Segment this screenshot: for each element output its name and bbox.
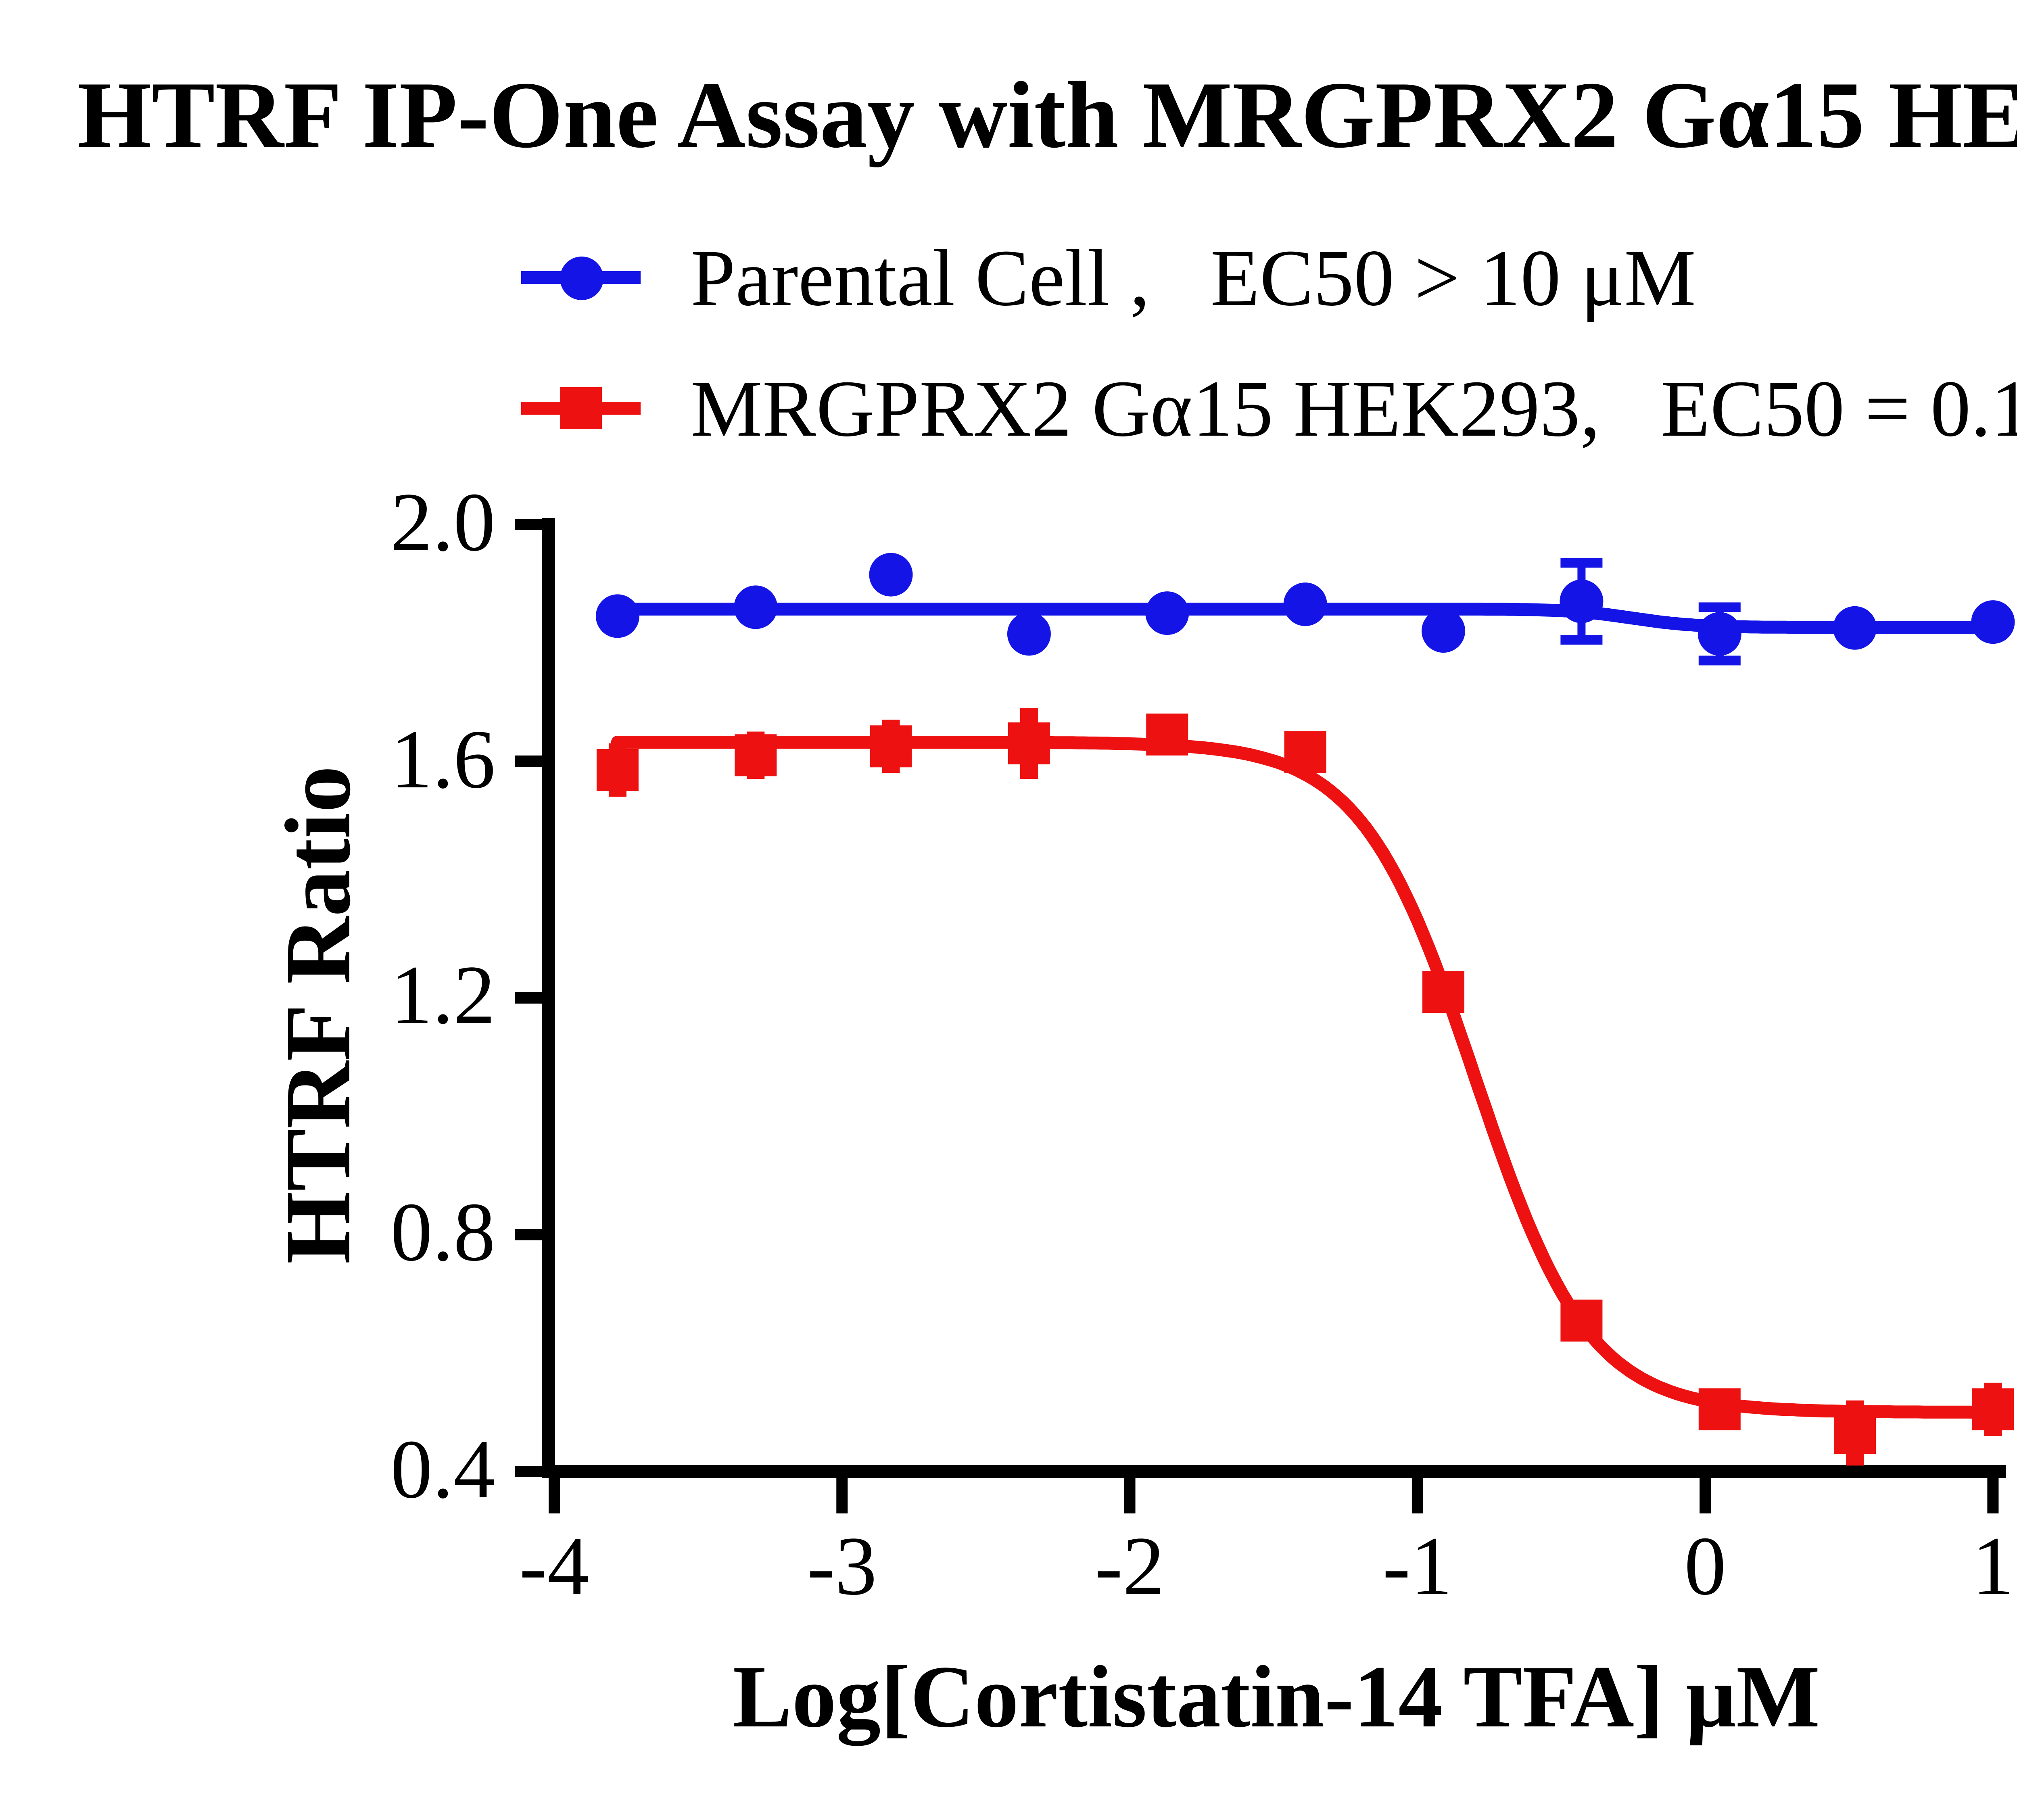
- x-tick-label: -1: [1382, 1522, 1453, 1613]
- x-tick-mark: [1411, 1478, 1423, 1513]
- x-tick-label: 1: [1972, 1522, 2014, 1613]
- x-tick-mark: [549, 1478, 560, 1513]
- y-tick-mark: [515, 1466, 549, 1477]
- y-tick-label: 0.4: [390, 1425, 495, 1517]
- error-bar-cap: [1560, 558, 1603, 568]
- data-point-square: [1972, 1388, 2014, 1430]
- error-bar-cap: [1560, 635, 1603, 645]
- data-point-square: [1422, 971, 1465, 1013]
- data-point-square: [1834, 1412, 1876, 1454]
- x-tick-label: -2: [1094, 1522, 1165, 1613]
- x-axis-title: Log[Cortistatin-14 TFA] μM: [733, 1647, 1820, 1746]
- x-tick-mark: [836, 1478, 848, 1513]
- data-point-square: [1284, 731, 1326, 773]
- data-point-circle: [1971, 600, 2015, 644]
- data-point-circle: [1560, 579, 1604, 623]
- x-tick-mark: [1700, 1478, 1711, 1513]
- y-tick-label: 1.2: [390, 951, 495, 1043]
- x-tick-label: -4: [519, 1522, 589, 1613]
- data-point-circle: [1422, 609, 1466, 653]
- error-bar-cap: [1698, 655, 1741, 666]
- x-tick-mark: [1987, 1478, 1999, 1513]
- data-point-square: [1698, 1388, 1741, 1430]
- x-tick-label: -3: [807, 1522, 877, 1613]
- y-tick-label: 0.8: [390, 1188, 495, 1280]
- data-point-square: [735, 734, 777, 776]
- data-point-circle: [1145, 591, 1189, 635]
- data-point-square: [1008, 722, 1050, 764]
- data-point-circle: [1833, 606, 1877, 650]
- data-point-square: [1146, 713, 1188, 756]
- x-tick-label: 0: [1684, 1522, 1727, 1613]
- y-tick-mark: [515, 1229, 549, 1240]
- data-point-circle: [1698, 612, 1741, 656]
- legend-circle-marker-icon: [560, 257, 603, 300]
- data-point-circle: [869, 553, 913, 597]
- x-tick-mark: [1124, 1478, 1136, 1513]
- y-tick-label: 1.6: [390, 714, 495, 806]
- data-point-square: [1560, 1299, 1603, 1342]
- data-point-circle: [595, 594, 639, 638]
- data-point-square: [596, 749, 639, 791]
- mrgprx2-fit-curve: [611, 736, 2000, 1419]
- y-tick-mark: [515, 992, 549, 1004]
- data-point-circle: [1283, 582, 1327, 626]
- x-axis-line: [542, 1465, 2006, 1478]
- y-tick-label: 2.0: [390, 477, 495, 570]
- legend-label-mrgprx2: MRGPRX2 Gα15 HEK293, EC50 = 0.16 μM: [691, 363, 2017, 453]
- legend-label-parental: Parental Cell , EC50 > 10 μM: [691, 232, 1696, 323]
- data-point-circle: [1007, 612, 1051, 656]
- chart-title: HTRF IP-One Assay with MRGPRX2 Gα15 HEK2…: [77, 61, 2017, 168]
- data-point-square: [870, 725, 912, 768]
- data-point-circle: [734, 585, 778, 629]
- legend-square-marker-icon: [560, 387, 602, 429]
- y-tick-mark: [515, 755, 549, 767]
- y-tick-mark: [515, 518, 549, 530]
- error-bar-cap: [1698, 602, 1741, 612]
